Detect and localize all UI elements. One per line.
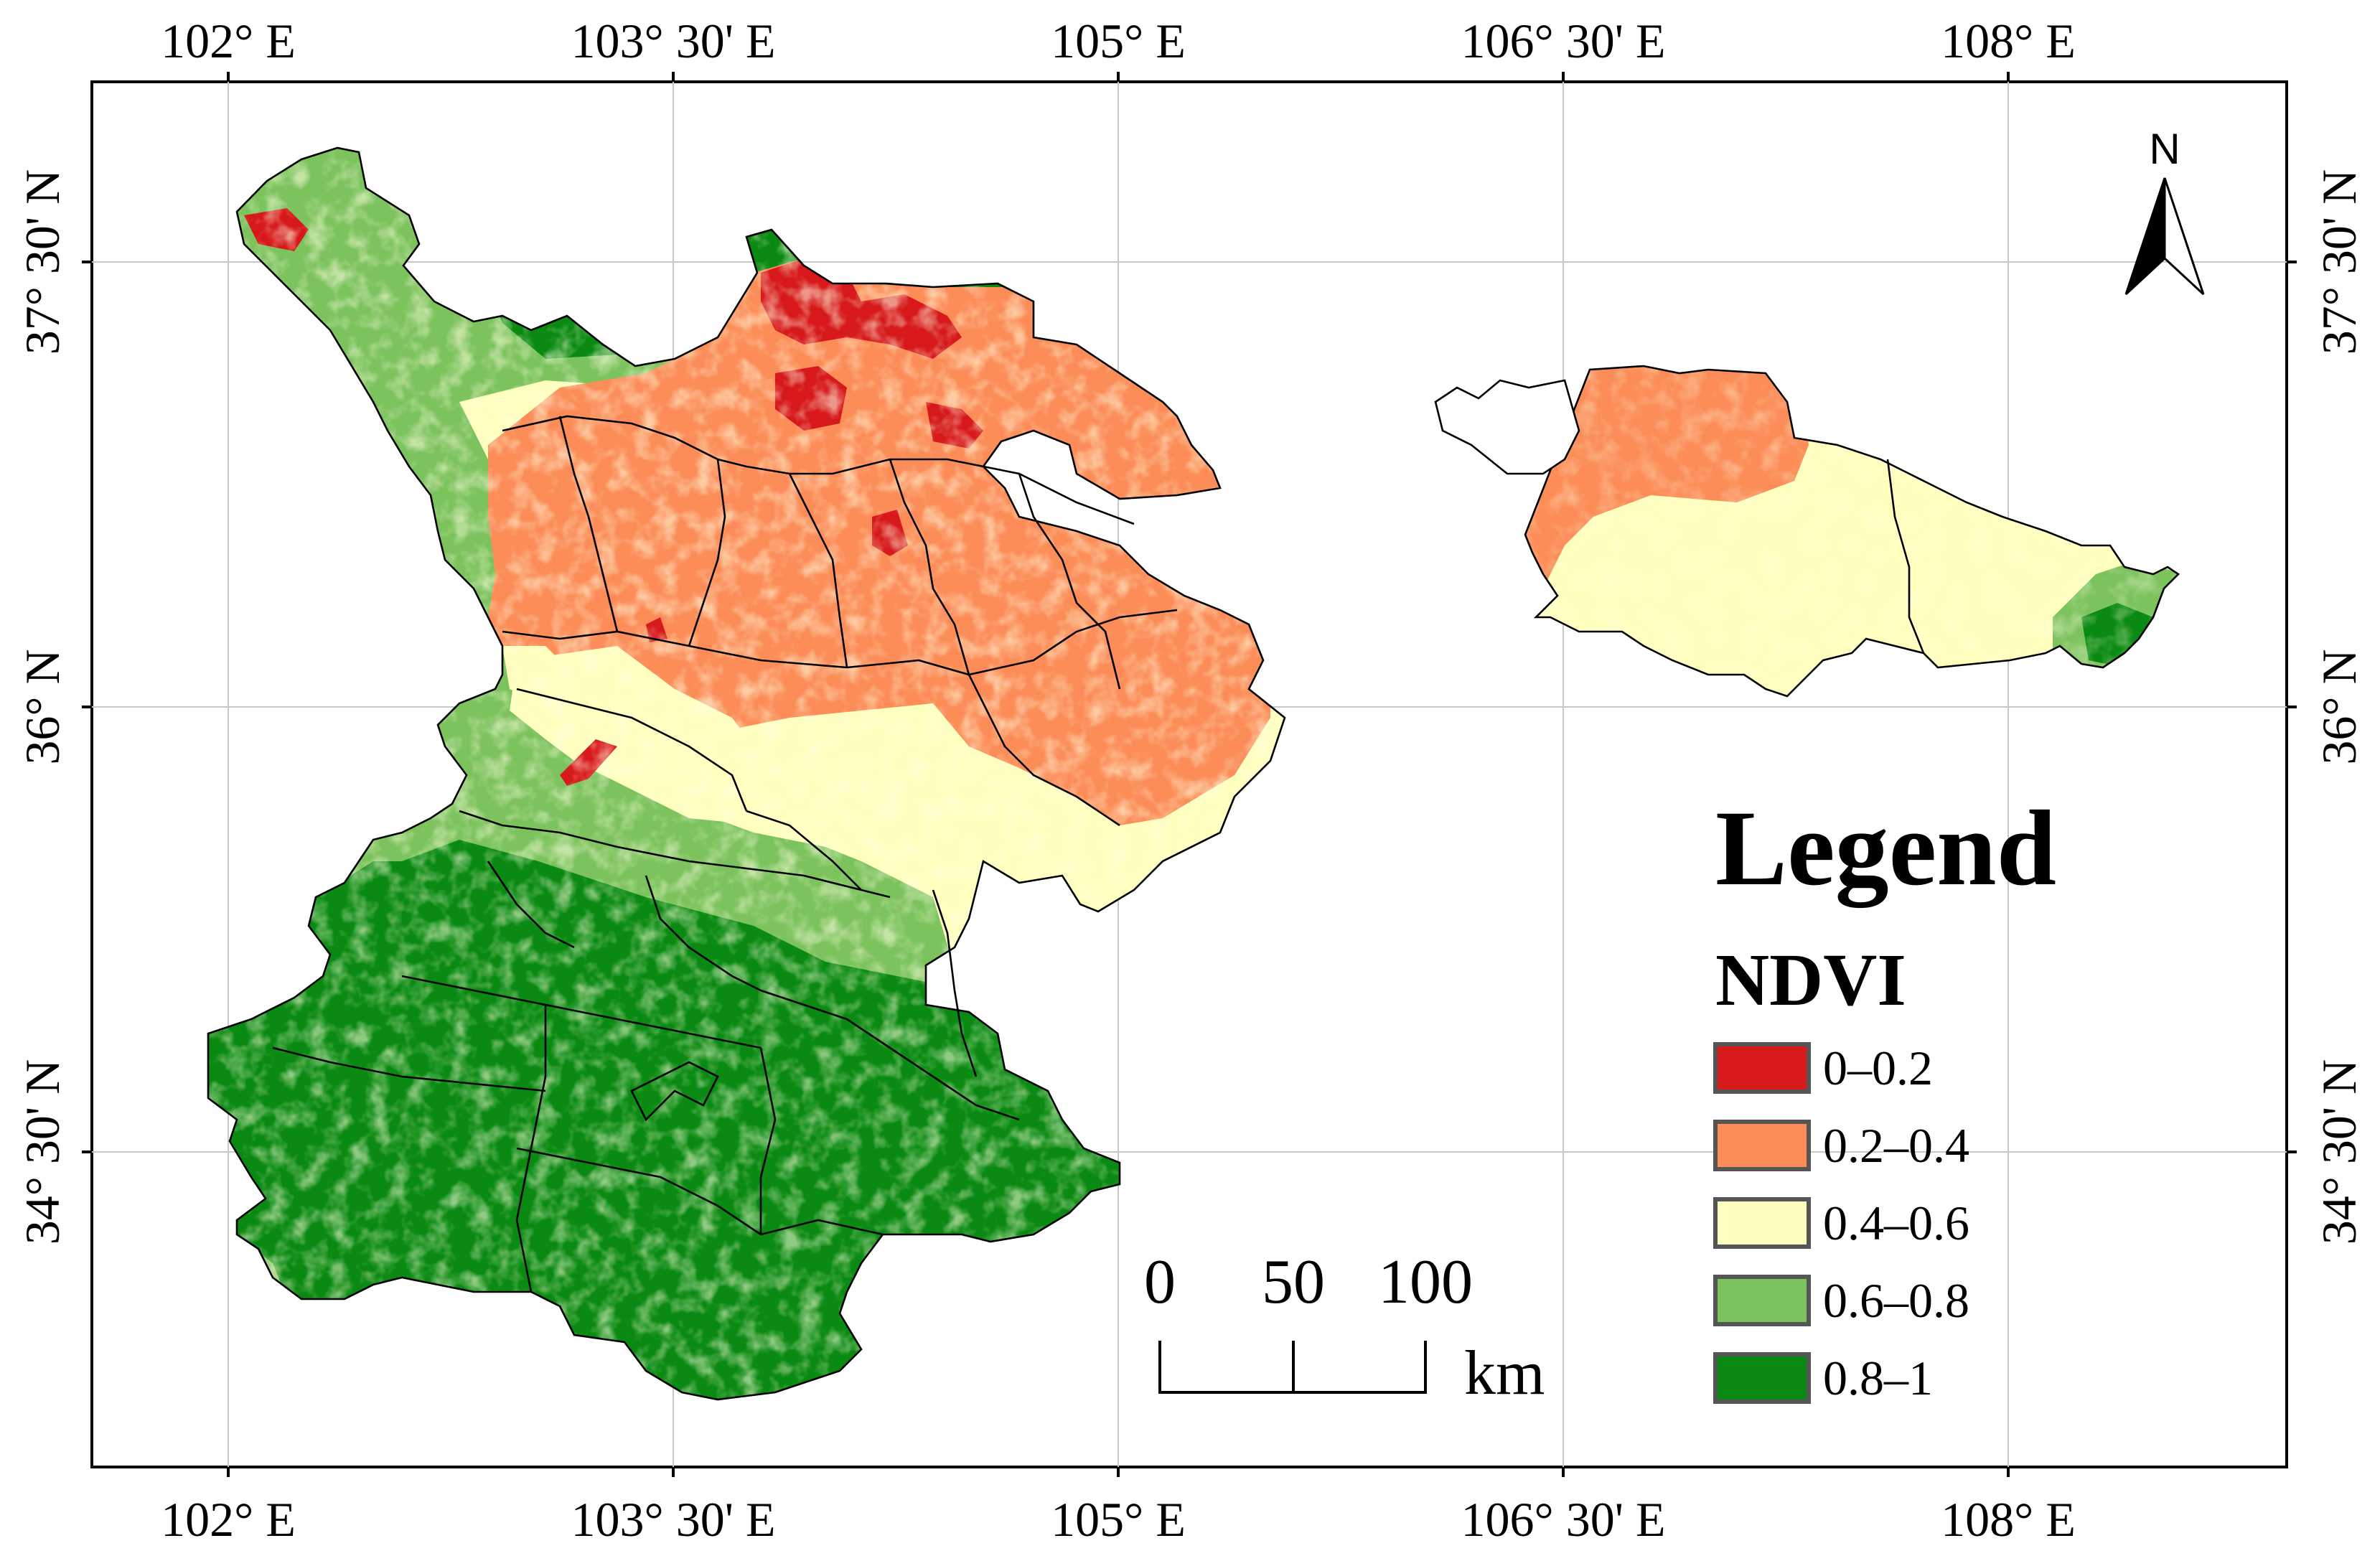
longitude-label: 108° E (1941, 14, 2076, 68)
legend-label: 0.8–1 (1823, 1351, 1933, 1405)
longitude-label: 102° E (161, 14, 296, 68)
north-arrow-label: N (2149, 125, 2180, 173)
latitude-label: 34° 30' N (15, 1059, 70, 1245)
longitude-labels-top: 102° E 103° 30' E 105° E 106° 30' E 108° E (161, 14, 2076, 68)
legend-label: 0.2–0.4 (1823, 1118, 1969, 1173)
scale-bar-line (1158, 1341, 1427, 1394)
longitude-label: 102° E (161, 1492, 296, 1547)
legend-title: Legend (1715, 789, 2056, 908)
scale-bar-tick-100: 100 (1378, 1247, 1473, 1317)
longitude-label: 103° 30' E (571, 14, 776, 68)
legend-swatch (1713, 1197, 1811, 1249)
legend: Legend NDVI 0–0.2 0.2–0.4 0.4–0.6 0.6–0.8 0.… (1713, 789, 2056, 1405)
ndvi-east-texture (1525, 366, 2178, 696)
legend-label: 0.6–0.8 (1823, 1273, 1969, 1328)
legend-label: 0–0.2 (1823, 1041, 1933, 1095)
scale-bar-tick-0: 0 (1144, 1247, 1176, 1317)
legend-swatch (1713, 1042, 1811, 1094)
longitude-label: 106° 30' E (1461, 14, 1666, 68)
north-arrow: N (2124, 125, 2205, 296)
scale-bar-unit: km (1464, 1339, 1545, 1408)
latitude-label: 36° N (15, 649, 70, 764)
latitude-labels-right: 37° 30' N 36° N 34° 30' N (2312, 169, 2366, 1245)
legend-subtitle: NDVI (1715, 939, 1906, 1021)
legend-swatch (1713, 1352, 1811, 1404)
longitude-label: 105° E (1051, 1492, 1186, 1547)
east-county-boundaries (1886, 459, 1925, 654)
scale-bar: 0 50 100 km (1144, 1247, 1545, 1408)
scale-bar-tick-50: 50 (1262, 1247, 1325, 1317)
legend-label: 0.4–0.6 (1823, 1196, 1969, 1250)
legend-swatch (1713, 1120, 1811, 1171)
latitude-label: 37° 30' N (2312, 169, 2366, 355)
ndvi-texture (208, 148, 1364, 1400)
longitude-label: 103° 30' E (571, 1492, 776, 1547)
latitude-label: 36° N (2312, 649, 2366, 764)
latitude-label: 37° 30' N (15, 169, 70, 355)
frame-ticks (82, 72, 2297, 1477)
ndvi-east-region (1525, 366, 2178, 696)
legend-items: 0–0.2 0.2–0.4 0.4–0.6 0.6–0.8 0.8–1 (1713, 1041, 1969, 1405)
county-boundaries (207, 146, 2180, 1401)
longitude-labels-bottom: 102° E 103° 30' E 105° E 106° 30' E 108° E (161, 1492, 2076, 1547)
ndvi-west-region (208, 148, 1364, 1400)
map-frame (90, 80, 2288, 1468)
longitude-label: 108° E (1941, 1492, 2076, 1547)
legend-swatch (1713, 1275, 1811, 1326)
latitude-label: 34° 30' N (2312, 1059, 2366, 1245)
longitude-label: 105° E (1051, 14, 1186, 68)
longitude-label: 106° 30' E (1461, 1492, 1666, 1547)
latitude-labels-left: 37° 30' N 36° N 34° 30' N (15, 169, 70, 1245)
